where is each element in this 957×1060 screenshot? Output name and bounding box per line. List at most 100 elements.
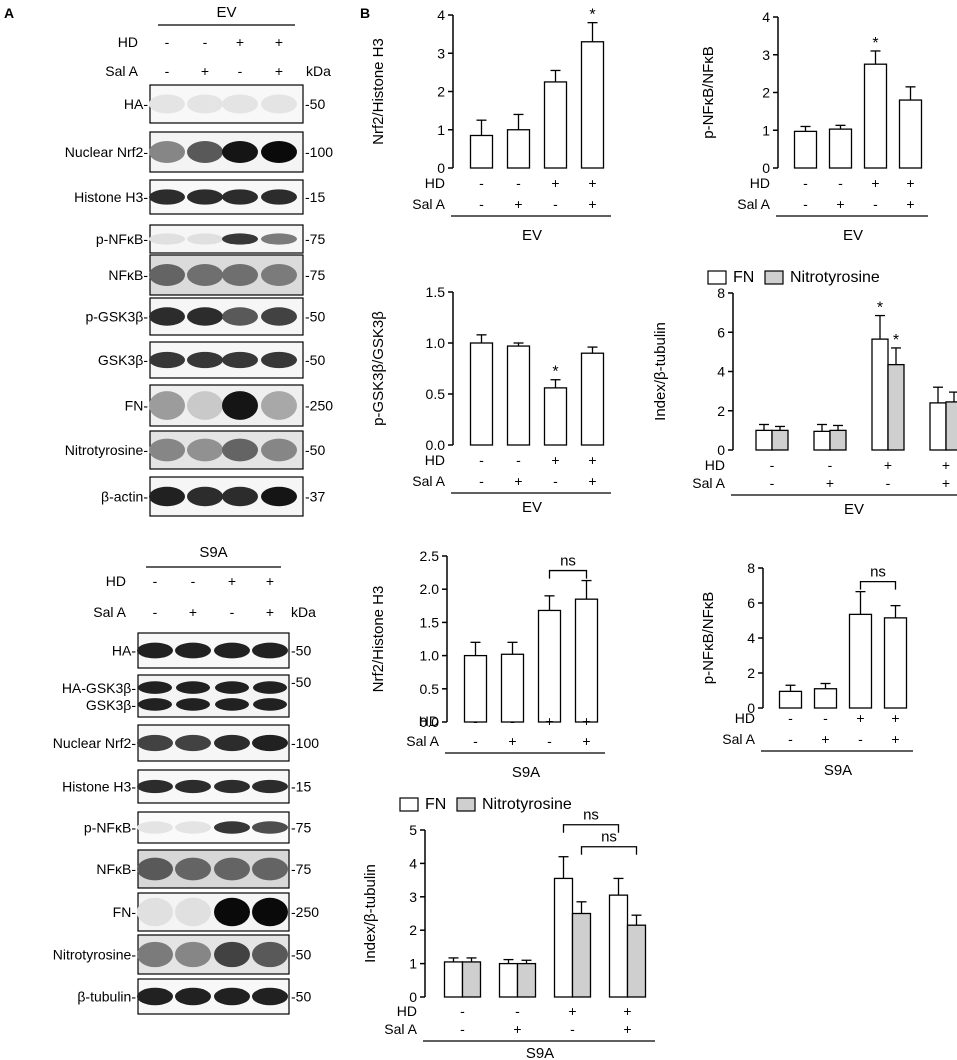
blot-band [214, 642, 250, 659]
y-tick-label: 0 [717, 442, 725, 458]
bar [813, 430, 831, 451]
blot-band [214, 987, 250, 1006]
bracket-label: ns [583, 807, 599, 824]
blot-size-marker: -250 [291, 904, 319, 920]
blot-kda-label: kDa [306, 63, 331, 79]
condition-sign: - [473, 733, 478, 749]
bar-chart-3: 0.0 0.5 1.0 1.5 p-GSK3β/GSK3β * HD - - + + Sal A - + -… [370, 284, 611, 516]
blot-condition-sign: - [165, 34, 170, 50]
blot-size-marker: -75 [291, 820, 311, 836]
blot-row-label: Histone H3- [62, 779, 136, 795]
bracket-label: ns [560, 553, 576, 570]
y-tick-label: 0 [437, 160, 445, 176]
y-tick-label: 1 [437, 122, 445, 138]
significance-star: * [589, 7, 595, 24]
condition-sign: - [460, 1003, 465, 1019]
panel-label-a: A [4, 5, 14, 21]
blot-band [214, 897, 250, 927]
blot-size-marker: -250 [305, 398, 333, 414]
blot-size-marker: -50 [305, 352, 325, 368]
condition-label: HD [425, 452, 445, 468]
blot-band [253, 681, 287, 694]
condition-sign: - [479, 473, 484, 489]
condition-sign: - [823, 710, 828, 726]
bar [580, 41, 605, 169]
blot-group-label: EV [216, 4, 236, 21]
condition-sign: - [803, 175, 808, 191]
condition-sign: - [460, 1021, 465, 1037]
blot-band [252, 941, 288, 968]
blot-condition-sign: - [191, 573, 196, 589]
blot-band [214, 821, 250, 834]
significance-star: * [893, 332, 899, 349]
blot-band [187, 94, 223, 114]
blot-row-label: Histone H3- [74, 189, 148, 205]
blot-size-marker: -15 [291, 779, 311, 795]
bar [543, 81, 568, 169]
blot-row-label: GSK3β- [86, 697, 136, 713]
blot-band [222, 391, 258, 420]
bar [793, 130, 818, 169]
bar-chart-2: 0 1 2 3 4 p-NFκB/NFκB * HD - - + + Sal A - + - + EV [700, 9, 928, 244]
bar [883, 617, 908, 709]
blot-band [252, 987, 288, 1006]
y-tick-label: 3 [437, 45, 445, 61]
blot-condition-sign: - [153, 573, 158, 589]
bar [828, 128, 853, 169]
blot-band [137, 941, 173, 968]
blot-row-label: NFκB- [108, 267, 148, 283]
condition-sign: - [479, 196, 484, 212]
significance-star: * [552, 364, 558, 381]
condition-sign: - [803, 196, 808, 212]
blot-band [149, 233, 185, 245]
blot-band [175, 642, 211, 659]
y-axis-label: Nrf2/Histone H3 [370, 586, 387, 693]
condition-sign: + [906, 175, 914, 191]
y-tick-label: 0.5 [426, 386, 446, 402]
condition-sign: - [770, 457, 775, 473]
bracket-label: ns [870, 564, 886, 581]
blot-row-label: NFκB- [96, 861, 136, 877]
blot-row-label: Nuclear Nrf2- [65, 144, 149, 160]
blot-band [175, 734, 211, 752]
blot-band [149, 307, 185, 326]
y-tick-label: 4 [437, 7, 445, 23]
condition-sign: + [588, 452, 596, 468]
blot-band [253, 698, 287, 711]
blot-size-marker: -50 [305, 96, 325, 112]
blot-size-marker: -75 [305, 231, 325, 247]
legend-label: FN [425, 796, 446, 813]
blot-band [252, 779, 288, 794]
blot-condition-sign: + [228, 573, 236, 589]
condition-sign: + [514, 196, 522, 212]
significance-bracket [580, 846, 638, 855]
bracket-label: ns [601, 829, 617, 846]
blot-band [187, 486, 223, 507]
condition-sign: + [623, 1021, 631, 1037]
condition-label: Sal A [737, 196, 770, 212]
group-label: S9A [526, 1045, 554, 1060]
bar [626, 924, 647, 998]
group-label: EV [522, 227, 542, 244]
blot-condition-sign: + [266, 573, 274, 589]
blot-condition-sign: + [275, 34, 283, 50]
bar [755, 429, 773, 451]
blot-row-label: GSK3β- [98, 352, 148, 368]
bar [537, 609, 562, 723]
blot-band [137, 857, 173, 881]
blot-row-label: HA- [124, 96, 148, 112]
blot-band [137, 734, 173, 752]
blot-band [222, 307, 258, 326]
y-tick-label: 1.5 [426, 284, 446, 300]
blot-band [252, 821, 288, 834]
condition-sign: - [553, 473, 558, 489]
y-tick-label: 4 [717, 364, 725, 380]
blot-condition-sign: + [275, 63, 283, 79]
blot-size-marker: -75 [291, 861, 311, 877]
y-tick-label: 0.5 [420, 681, 440, 697]
y-tick-label: 2.5 [420, 548, 440, 564]
blot-band [175, 857, 211, 881]
bar [580, 352, 605, 446]
condition-sign: + [856, 710, 864, 726]
